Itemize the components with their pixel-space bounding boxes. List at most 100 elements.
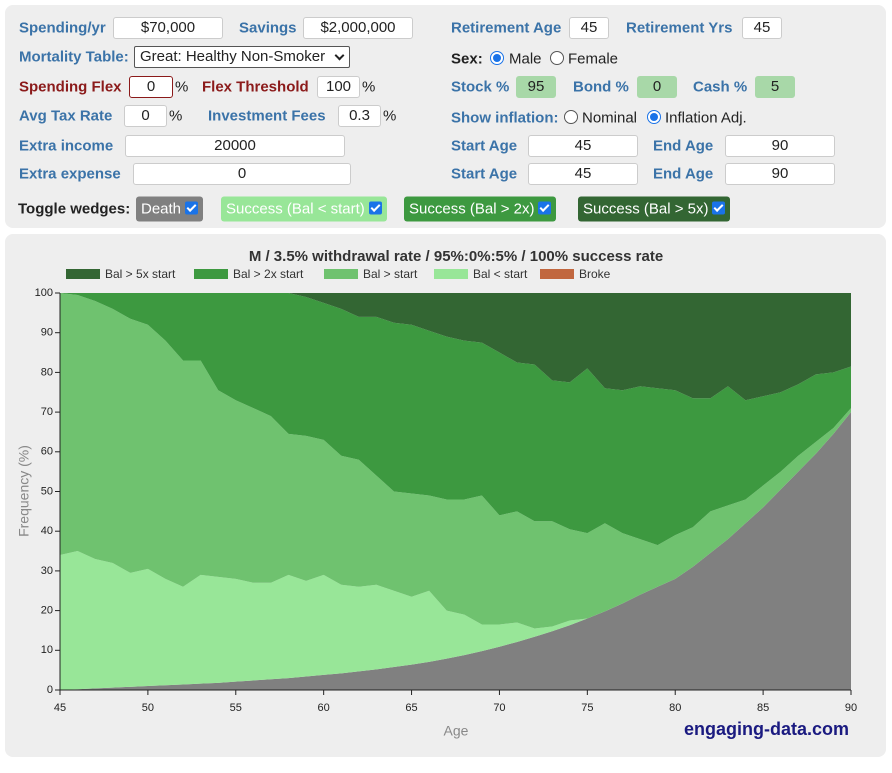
input[interactable]: 0 xyxy=(133,163,351,185)
label: Savings xyxy=(239,19,297,37)
label: Flex Threshold xyxy=(202,78,309,96)
unit: % xyxy=(169,107,183,125)
label: Cash % xyxy=(693,78,748,96)
input[interactable]: $70,000 xyxy=(113,17,223,39)
checkbox[interactable] xyxy=(538,201,552,215)
x-tick-label: 90 xyxy=(845,702,857,714)
radio[interactable] xyxy=(564,110,578,124)
input[interactable]: 90 xyxy=(725,135,835,157)
input[interactable]: 0.3 xyxy=(338,105,381,127)
label: Retirement Yrs xyxy=(626,19,733,37)
button-label: Death xyxy=(141,200,182,218)
y-tick-label: 60 xyxy=(41,446,53,458)
label: Start Age xyxy=(451,137,518,155)
label: Bond % xyxy=(573,78,629,96)
radio[interactable] xyxy=(550,51,564,65)
y-tick-label: 80 xyxy=(41,366,53,378)
radio[interactable] xyxy=(490,51,504,65)
toggle-button[interactable]: Death xyxy=(136,196,204,222)
checkbox[interactable] xyxy=(712,201,726,215)
input[interactable]: 45 xyxy=(742,17,782,39)
label: Show inflation: xyxy=(451,109,559,127)
unit: % xyxy=(362,78,376,96)
legend-label: Broke xyxy=(579,267,611,281)
label: End Age xyxy=(653,165,714,183)
legend-swatch xyxy=(434,269,468,279)
area xyxy=(60,412,851,690)
input[interactable]: 0 xyxy=(124,105,167,127)
input[interactable]: 100 xyxy=(317,76,360,98)
label: Retirement Age xyxy=(451,19,562,37)
toggle-button[interactable]: Success (Bal < start) xyxy=(221,196,387,222)
input[interactable]: 0 xyxy=(637,76,677,98)
input[interactable]: 5 xyxy=(755,76,795,98)
label: Extra income xyxy=(19,137,114,155)
button-label: Success (Bal > 5x) xyxy=(583,200,709,218)
unit: % xyxy=(175,78,189,96)
x-tick-label: 75 xyxy=(581,702,593,714)
x-tick-label: 60 xyxy=(318,702,330,714)
y-tick-label: 0 xyxy=(47,684,53,696)
toggle-button[interactable]: Success (Bal > 5x) xyxy=(578,196,731,222)
legend-swatch xyxy=(540,269,574,279)
toggle-button[interactable]: Success (Bal > 2x) xyxy=(404,196,557,222)
radio-label: Nominal xyxy=(582,109,638,127)
legend-swatch xyxy=(324,269,358,279)
label: Investment Fees xyxy=(208,107,326,125)
label: Spending/yr xyxy=(19,19,106,37)
x-tick-label: 80 xyxy=(669,702,681,714)
label: Spending Flex xyxy=(19,78,122,96)
legend-label: Bal > 5x start xyxy=(105,267,176,281)
label: Extra expense xyxy=(19,165,121,183)
x-tick-label: 45 xyxy=(54,702,66,714)
input[interactable]: 45 xyxy=(569,17,609,39)
radio-label: Male xyxy=(509,50,542,68)
legend-label: Bal > start xyxy=(363,267,418,281)
input[interactable]: $2,000,000 xyxy=(303,17,413,39)
label: Sex: xyxy=(451,50,483,68)
y-tick-label: 10 xyxy=(41,644,53,656)
input[interactable]: 45 xyxy=(528,163,638,185)
chart: 0 10 20 30 40 50 60 70 80 90 100 45 50 55 60 65 70 75 80 85… xyxy=(16,248,857,739)
radio[interactable] xyxy=(647,110,661,124)
area xyxy=(60,293,851,401)
x-tick-label: 85 xyxy=(757,702,769,714)
x-tick-label: 50 xyxy=(142,702,154,714)
chart-title: M / 3.5% withdrawal rate / 95%:0%:5% / 1… xyxy=(249,248,663,265)
watermark: engaging-data.com xyxy=(684,719,849,739)
radio-label: Female xyxy=(568,50,619,68)
y-tick-label: 70 xyxy=(41,406,53,418)
y-tick-label: 50 xyxy=(41,485,53,497)
input[interactable]: 20000 xyxy=(125,135,345,157)
label: Start Age xyxy=(451,165,518,183)
select[interactable]: Great: Healthy Non-Smoker xyxy=(134,46,350,68)
label: End Age xyxy=(653,137,714,155)
y-tick-label: 100 xyxy=(35,287,53,299)
area xyxy=(60,293,851,546)
legend-label: Bal < start xyxy=(473,267,528,281)
checkbox[interactable] xyxy=(368,201,382,215)
y-tick-label: 40 xyxy=(41,525,53,537)
input[interactable]: 95 xyxy=(516,76,556,98)
legend-swatch xyxy=(194,269,228,279)
label: Toggle wedges: xyxy=(18,200,131,218)
x-tick-label: 70 xyxy=(493,702,505,714)
checkbox[interactable] xyxy=(185,201,199,215)
label: Stock % xyxy=(451,78,510,96)
button-label: Success (Bal > 2x) xyxy=(409,200,535,218)
legend-label: Bal > 2x start xyxy=(233,267,304,281)
input[interactable]: 45 xyxy=(528,135,638,157)
y-tick-label: 30 xyxy=(41,565,53,577)
input[interactable]: 90 xyxy=(725,163,835,185)
x-axis-label: Age xyxy=(444,723,469,739)
y-tick-label: 90 xyxy=(41,327,53,339)
x-tick-label: 55 xyxy=(230,702,242,714)
legend-swatch xyxy=(66,269,100,279)
y-tick-label: 20 xyxy=(41,605,53,617)
radio-label: Inflation Adj. xyxy=(665,109,747,127)
y-axis-label: Frequency (%) xyxy=(16,445,32,537)
input[interactable]: 0 xyxy=(129,76,173,98)
label: Avg Tax Rate xyxy=(19,107,113,125)
button-label: Success (Bal < start) xyxy=(226,200,365,218)
